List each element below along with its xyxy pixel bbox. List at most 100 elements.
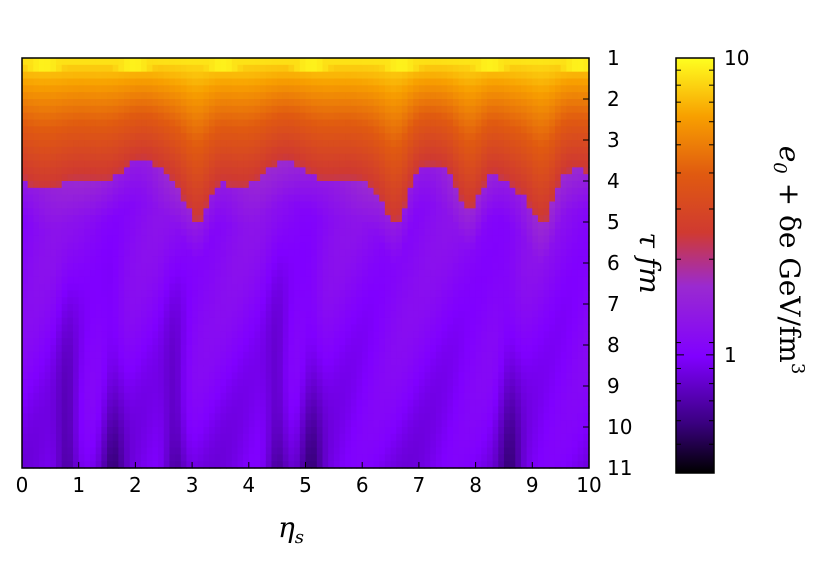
heatmap-cell	[44, 413, 51, 421]
heatmap-cell	[469, 290, 477, 298]
heatmap-cell	[396, 269, 403, 278]
heatmap-cell	[33, 447, 40, 455]
heatmap-cell	[345, 58, 352, 66]
heatmap-cell	[413, 153, 420, 162]
heatmap-cell	[362, 433, 369, 442]
heatmap-cell	[214, 338, 222, 346]
heatmap-cell	[282, 222, 290, 230]
heatmap-cell	[152, 283, 159, 291]
heatmap-cell	[441, 386, 448, 394]
heatmap-cell	[407, 194, 414, 203]
heatmap-cell	[141, 427, 148, 435]
heatmap-cell	[311, 406, 318, 414]
heatmap-cell	[424, 365, 431, 373]
heatmap-cell	[73, 208, 80, 216]
heatmap-cell	[339, 386, 346, 394]
heatmap-cell	[95, 304, 102, 312]
heatmap-cell	[124, 461, 131, 469]
heatmap-cell	[214, 399, 222, 408]
heatmap-cell	[186, 112, 193, 121]
heatmap-cell	[401, 174, 409, 182]
heatmap-cell	[44, 174, 51, 182]
heatmap-cell	[135, 78, 142, 86]
heatmap-cell	[22, 427, 29, 435]
heatmap-cell	[384, 317, 392, 326]
heatmap-cell	[95, 167, 102, 175]
heatmap-cell	[61, 440, 68, 449]
heatmap-cell	[118, 99, 125, 107]
heatmap-cell	[192, 119, 199, 127]
heatmap-cell	[299, 447, 307, 455]
heatmap-cell	[175, 187, 182, 196]
heatmap-cell	[226, 338, 233, 346]
heatmap-cell	[220, 372, 227, 380]
heatmap-cell	[118, 392, 125, 401]
heatmap-cell	[226, 351, 233, 360]
heatmap-cell	[61, 447, 68, 455]
heatmap-cell	[175, 146, 182, 155]
heatmap-cell	[305, 85, 312, 93]
heatmap-cell	[356, 413, 363, 421]
heatmap-cell	[197, 201, 205, 209]
heatmap-cell	[152, 105, 159, 114]
heatmap-cell	[322, 372, 329, 380]
heatmap-cell	[435, 358, 443, 367]
heatmap-cell	[299, 112, 307, 121]
heatmap-cell	[316, 256, 324, 264]
heatmap-cell	[452, 386, 460, 394]
heatmap-cell	[288, 153, 295, 162]
heatmap-cell	[384, 78, 392, 86]
heatmap-cell	[186, 379, 193, 387]
heatmap-cell	[260, 372, 267, 380]
heatmap-cell	[67, 304, 74, 312]
heatmap-cell	[209, 310, 216, 319]
heatmap-cell	[231, 71, 239, 80]
heatmap-cell	[44, 269, 51, 278]
heatmap-cell	[311, 119, 318, 127]
heatmap-cell	[390, 256, 397, 264]
heatmap-cell	[73, 256, 80, 264]
heatmap-cell	[401, 235, 409, 244]
heatmap-cell	[328, 310, 335, 319]
heatmap-cell	[401, 85, 409, 93]
heatmap-cell	[396, 399, 403, 408]
heatmap-cell	[90, 133, 97, 141]
heatmap-cell	[129, 283, 136, 291]
heatmap-cell	[373, 433, 380, 442]
heatmap-cell	[260, 78, 267, 86]
heatmap-cell	[95, 386, 102, 394]
heatmap-cell	[237, 324, 244, 332]
heatmap-cell	[152, 160, 159, 168]
heatmap-cell	[469, 215, 477, 223]
heatmap-cell	[197, 358, 205, 367]
heatmap-cell	[373, 174, 380, 182]
heatmap-cell	[481, 58, 488, 66]
heatmap-cell	[413, 345, 420, 353]
heatmap-cell	[186, 78, 193, 86]
heatmap-cell	[316, 222, 324, 230]
heatmap-cell	[158, 358, 165, 367]
heatmap-cell	[379, 427, 386, 435]
heatmap-cell	[294, 215, 301, 223]
heatmap-cell	[299, 133, 307, 141]
heatmap-cell	[379, 71, 386, 80]
heatmap-cell	[265, 119, 273, 127]
heatmap-cell	[112, 126, 119, 134]
heatmap-cell	[356, 263, 363, 271]
heatmap-cell	[469, 181, 477, 189]
heatmap-cell	[163, 461, 171, 469]
heatmap-cell	[141, 249, 148, 257]
heatmap-cell	[50, 126, 57, 134]
heatmap-cell	[294, 345, 301, 353]
heatmap-cell	[271, 85, 278, 93]
heatmap-cell	[124, 126, 131, 134]
heatmap-cell	[95, 256, 102, 264]
heatmap-cell	[441, 99, 448, 107]
heatmap-cell	[141, 99, 148, 107]
heatmap-cell	[214, 351, 222, 360]
heatmap-cell	[265, 392, 273, 401]
heatmap-cell	[458, 392, 465, 401]
heatmap-cell	[401, 399, 409, 408]
heatmap-cell	[299, 85, 307, 93]
heatmap-cell	[141, 153, 148, 162]
